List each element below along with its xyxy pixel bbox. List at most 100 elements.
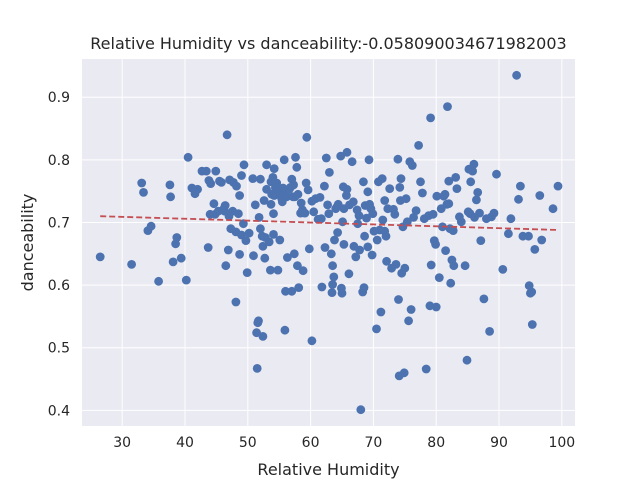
data-point xyxy=(378,215,388,225)
data-point xyxy=(400,263,410,273)
data-point xyxy=(250,200,260,210)
data-point xyxy=(333,228,342,237)
data-point xyxy=(451,173,461,182)
data-point xyxy=(363,187,373,197)
data-point xyxy=(298,266,308,276)
chart-title: Relative Humidity vs danceability:-0.058… xyxy=(90,34,566,53)
y-tick-label: 0.7 xyxy=(48,215,70,231)
data-point xyxy=(449,261,459,271)
data-point xyxy=(418,188,427,198)
data-point xyxy=(273,265,283,275)
data-point xyxy=(446,278,456,288)
data-point xyxy=(291,152,300,162)
data-point xyxy=(272,178,282,188)
data-point xyxy=(165,180,175,190)
data-point xyxy=(254,213,264,222)
data-point xyxy=(256,224,265,234)
data-point xyxy=(367,250,377,260)
data-point xyxy=(324,209,334,219)
data-point xyxy=(287,286,297,296)
data-point xyxy=(473,188,483,197)
data-point xyxy=(266,265,275,275)
data-point xyxy=(220,201,230,210)
data-point xyxy=(172,233,182,242)
data-point xyxy=(262,160,271,170)
data-point xyxy=(95,252,105,262)
data-point xyxy=(342,184,352,194)
data-point xyxy=(440,189,450,199)
data-point xyxy=(146,221,156,231)
data-point xyxy=(351,252,361,262)
data-point xyxy=(337,288,347,298)
data-point xyxy=(360,231,369,241)
data-point xyxy=(475,208,484,218)
data-point xyxy=(390,209,400,219)
data-point xyxy=(254,316,263,326)
data-point xyxy=(323,200,332,210)
x-tick-label: 60 xyxy=(302,435,320,451)
data-point xyxy=(407,161,417,170)
x-tick-label: 50 xyxy=(239,435,257,451)
data-point xyxy=(339,240,349,249)
y-tick-label: 0.5 xyxy=(48,341,70,357)
data-point xyxy=(317,282,327,292)
data-point xyxy=(527,320,537,329)
data-point xyxy=(249,251,258,261)
data-point xyxy=(344,269,354,279)
data-point xyxy=(248,174,258,184)
data-point xyxy=(402,217,412,227)
data-point xyxy=(535,191,545,200)
data-point xyxy=(426,113,435,123)
data-point xyxy=(139,188,148,197)
data-point xyxy=(492,169,501,179)
data-point xyxy=(235,250,245,259)
data-point xyxy=(242,268,252,277)
data-point xyxy=(293,189,303,199)
data-point xyxy=(404,316,413,326)
data-point xyxy=(293,261,302,271)
data-points xyxy=(95,70,563,415)
data-point xyxy=(127,260,136,269)
plot-area xyxy=(82,59,575,426)
data-point xyxy=(239,160,249,170)
data-point xyxy=(498,265,508,274)
data-point xyxy=(444,199,454,209)
data-point xyxy=(359,177,368,187)
data-point xyxy=(223,245,233,255)
data-point xyxy=(514,194,523,204)
data-point xyxy=(426,260,436,270)
data-point xyxy=(452,184,462,194)
data-point xyxy=(325,168,334,177)
data-point xyxy=(289,180,298,190)
data-point xyxy=(258,332,268,341)
data-point xyxy=(283,253,292,262)
data-point xyxy=(421,364,431,374)
data-point xyxy=(221,261,231,271)
data-point xyxy=(399,368,409,378)
data-point xyxy=(209,199,219,209)
data-point xyxy=(347,157,357,167)
data-point xyxy=(244,228,254,238)
data-point xyxy=(428,209,438,219)
x-tick-label: 80 xyxy=(427,435,445,451)
x-tick-label: 70 xyxy=(364,435,382,451)
data-point xyxy=(235,191,245,200)
data-point xyxy=(326,249,336,259)
data-point xyxy=(406,305,416,314)
data-point xyxy=(329,272,339,282)
data-point xyxy=(548,204,558,214)
y-axis-label: danceability xyxy=(18,194,37,292)
data-point xyxy=(431,240,440,249)
data-point xyxy=(206,179,216,189)
data-point xyxy=(382,256,391,266)
data-point xyxy=(359,283,369,292)
data-point xyxy=(395,183,405,192)
data-point xyxy=(166,192,176,202)
x-tick-label: 40 xyxy=(176,435,194,451)
data-point xyxy=(444,176,454,186)
data-point xyxy=(377,174,387,184)
data-point xyxy=(292,162,302,172)
data-point xyxy=(401,194,411,204)
data-point xyxy=(524,231,533,241)
data-point xyxy=(411,206,421,216)
